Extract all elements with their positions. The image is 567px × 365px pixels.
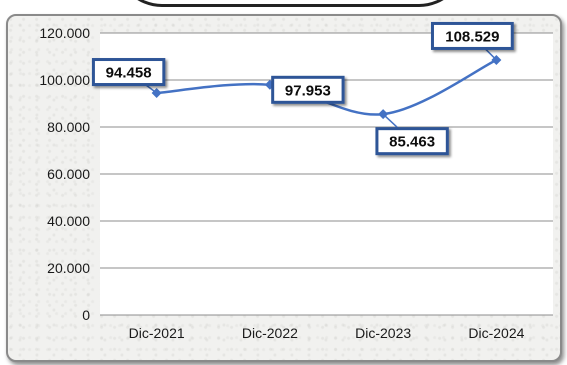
data-labels: 94.458 97.953 85.463 108.529 <box>91 21 514 156</box>
y-tick-label: 20.000 <box>47 260 90 276</box>
y-axis-ticks: 0 20.000 40.000 60.000 80.000 100.000 120.000 <box>39 25 90 323</box>
y-tick-label: 60.000 <box>47 166 90 182</box>
x-tick-label: Dic-2023 <box>355 325 411 341</box>
y-tick-label: 120.000 <box>39 25 90 41</box>
data-label-box <box>91 58 166 87</box>
y-tick-label: 100.000 <box>39 72 90 88</box>
series-line <box>156 58 497 116</box>
x-tick-label: Dic-2022 <box>242 325 298 341</box>
x-tick-label: Dic-2024 <box>468 325 524 341</box>
data-label: 97.953 <box>285 82 331 99</box>
y-tick-label: 80.000 <box>47 119 90 135</box>
data-label-box <box>430 21 514 50</box>
x-tick-label: Dic-2021 <box>129 325 185 341</box>
data-label: 108.529 <box>445 28 499 45</box>
y-tick-label: 0 <box>82 307 90 323</box>
y-tick-label: 40.000 <box>47 213 90 229</box>
x-axis-ticks: Dic-2021 Dic-2022 Dic-2023 Dic-2024 <box>129 325 525 341</box>
data-label-box <box>271 75 345 104</box>
data-label: 94.458 <box>106 65 152 82</box>
data-label-box <box>375 127 449 156</box>
data-label: 85.463 <box>389 134 435 151</box>
